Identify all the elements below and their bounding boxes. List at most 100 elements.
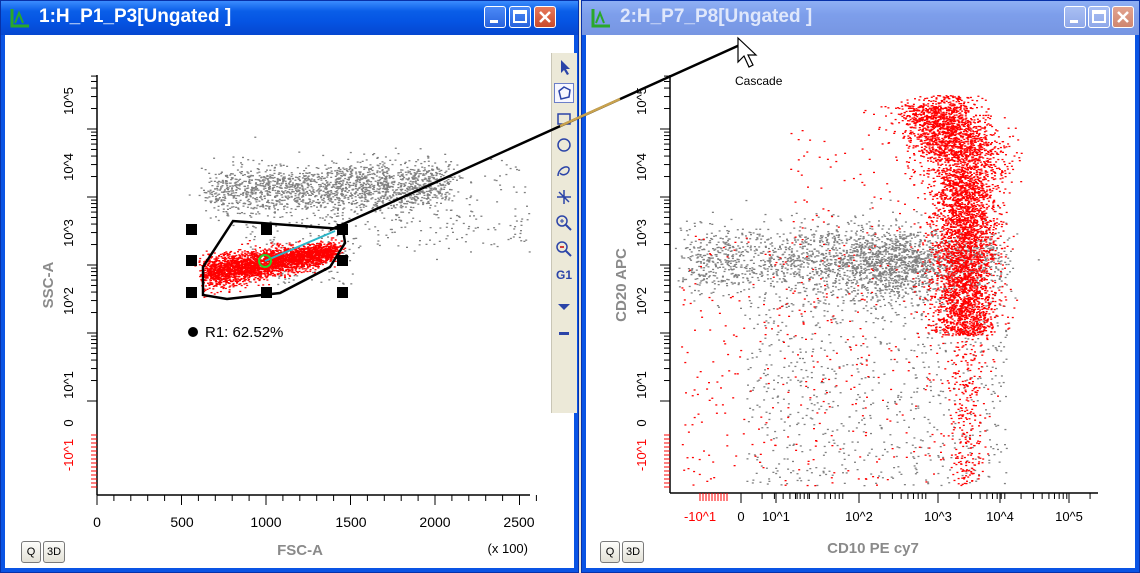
event-dot: [410, 201, 413, 203]
event-dot: [258, 179, 261, 181]
event-dot: [377, 192, 380, 194]
plot-window-1[interactable]: 1:H_P1_P3[Ungated ] 0 500 1000 1500 2000…: [0, 0, 579, 573]
event-dot: [272, 180, 275, 182]
maximize-button-1[interactable]: [509, 6, 531, 28]
event-dot: [308, 265, 311, 267]
event-dot: [239, 270, 241, 272]
plot-area-1[interactable]: 0 500 1000 1500 2000 2500 (x 100) FSC-A …: [5, 35, 577, 570]
event-dot: [260, 205, 263, 207]
event-dot: [296, 251, 299, 253]
event-dot: [273, 216, 276, 218]
event-dot: [321, 241, 324, 243]
event-dot: [294, 187, 297, 190]
event-dot: [383, 184, 386, 186]
minimize-icon: [490, 20, 498, 23]
event-dot: [227, 187, 230, 189]
event-dot: [300, 266, 303, 268]
event-dot: [248, 179, 251, 181]
event-dot: [267, 180, 270, 182]
event-dot: [387, 207, 390, 209]
event-dot: [342, 174, 345, 176]
event-dot: [408, 189, 411, 191]
event-dot: [490, 244, 493, 246]
event-dot: [273, 172, 276, 175]
event-dot: [315, 259, 318, 261]
event-dot: [331, 186, 333, 189]
event-dot: [315, 167, 318, 169]
event-dot: [269, 250, 272, 252]
event-dot: [356, 189, 359, 191]
event-dot: [261, 268, 264, 271]
event-dot: [369, 191, 372, 194]
event-dot: [318, 201, 321, 203]
event-dot: [399, 164, 402, 166]
event-dot: [276, 186, 279, 188]
event-dot: [224, 197, 227, 199]
event-dot: [357, 194, 360, 196]
event-dot: [393, 180, 396, 183]
event-dot: [415, 182, 418, 184]
event-dot: [209, 193, 212, 195]
event-dot: [320, 204, 323, 206]
event-dot: [448, 164, 450, 166]
event-dot: [239, 261, 242, 263]
event-dot: [452, 168, 455, 170]
event-dot: [499, 184, 502, 186]
event-dot: [283, 260, 286, 262]
event-dot: [327, 241, 330, 243]
event-dot: [274, 262, 277, 264]
event-dot: [277, 260, 280, 262]
event-dot: [381, 212, 384, 214]
event-dot: [245, 236, 248, 239]
event-dot: [378, 244, 381, 247]
event-dot: [249, 272, 252, 275]
event-dot: [321, 172, 323, 174]
event-dot: [204, 279, 207, 282]
event-dot: [221, 257, 224, 259]
event-dot: [236, 181, 239, 183]
event-dot: [247, 159, 250, 161]
event-dot: [206, 197, 209, 199]
event-dot: [325, 187, 328, 190]
event-dot: [413, 195, 416, 198]
event-dot: [335, 246, 338, 248]
event-dot: [198, 194, 201, 197]
event-dot: [445, 180, 448, 182]
event-dot: [203, 189, 205, 191]
event-dot: [331, 252, 334, 254]
event-dot: [429, 227, 432, 229]
event-dot: [288, 182, 290, 184]
event-dot: [276, 200, 279, 203]
event-dot: [241, 264, 244, 266]
event-dot: [265, 205, 268, 207]
event-dot: [507, 238, 510, 241]
event-dot: [303, 258, 306, 260]
event-dot: [216, 278, 219, 280]
event-dot: [291, 264, 294, 266]
event-dot: [264, 262, 267, 264]
event-dot: [426, 184, 429, 186]
event-dot: [247, 279, 250, 281]
event-dot: [223, 273, 226, 275]
event-dot: [301, 248, 304, 250]
event-dot: [420, 187, 423, 189]
event-dot: [267, 266, 270, 268]
event-dot: [208, 181, 211, 183]
event-dot: [381, 169, 384, 171]
event-dot: [425, 173, 428, 175]
event-dot: [360, 188, 363, 190]
event-dot: [288, 186, 291, 188]
event-dot: [325, 188, 328, 191]
event-dot: [223, 190, 226, 193]
minimize-button-1[interactable]: [484, 6, 506, 28]
event-dot: [271, 244, 274, 246]
event-dot: [330, 242, 332, 245]
event-dot: [292, 244, 294, 246]
event-dot: [335, 178, 338, 180]
event-dot: [335, 162, 338, 164]
event-dot: [203, 191, 206, 194]
title-bar-1[interactable]: 1:H_P1_P3[Ungated ]: [1, 1, 578, 35]
scatter-plot-1[interactable]: 0 500 1000 1500 2000 2500 (x 100) FSC-A …: [5, 35, 551, 570]
close-button-1[interactable]: [534, 6, 556, 28]
event-dot: [214, 276, 217, 278]
